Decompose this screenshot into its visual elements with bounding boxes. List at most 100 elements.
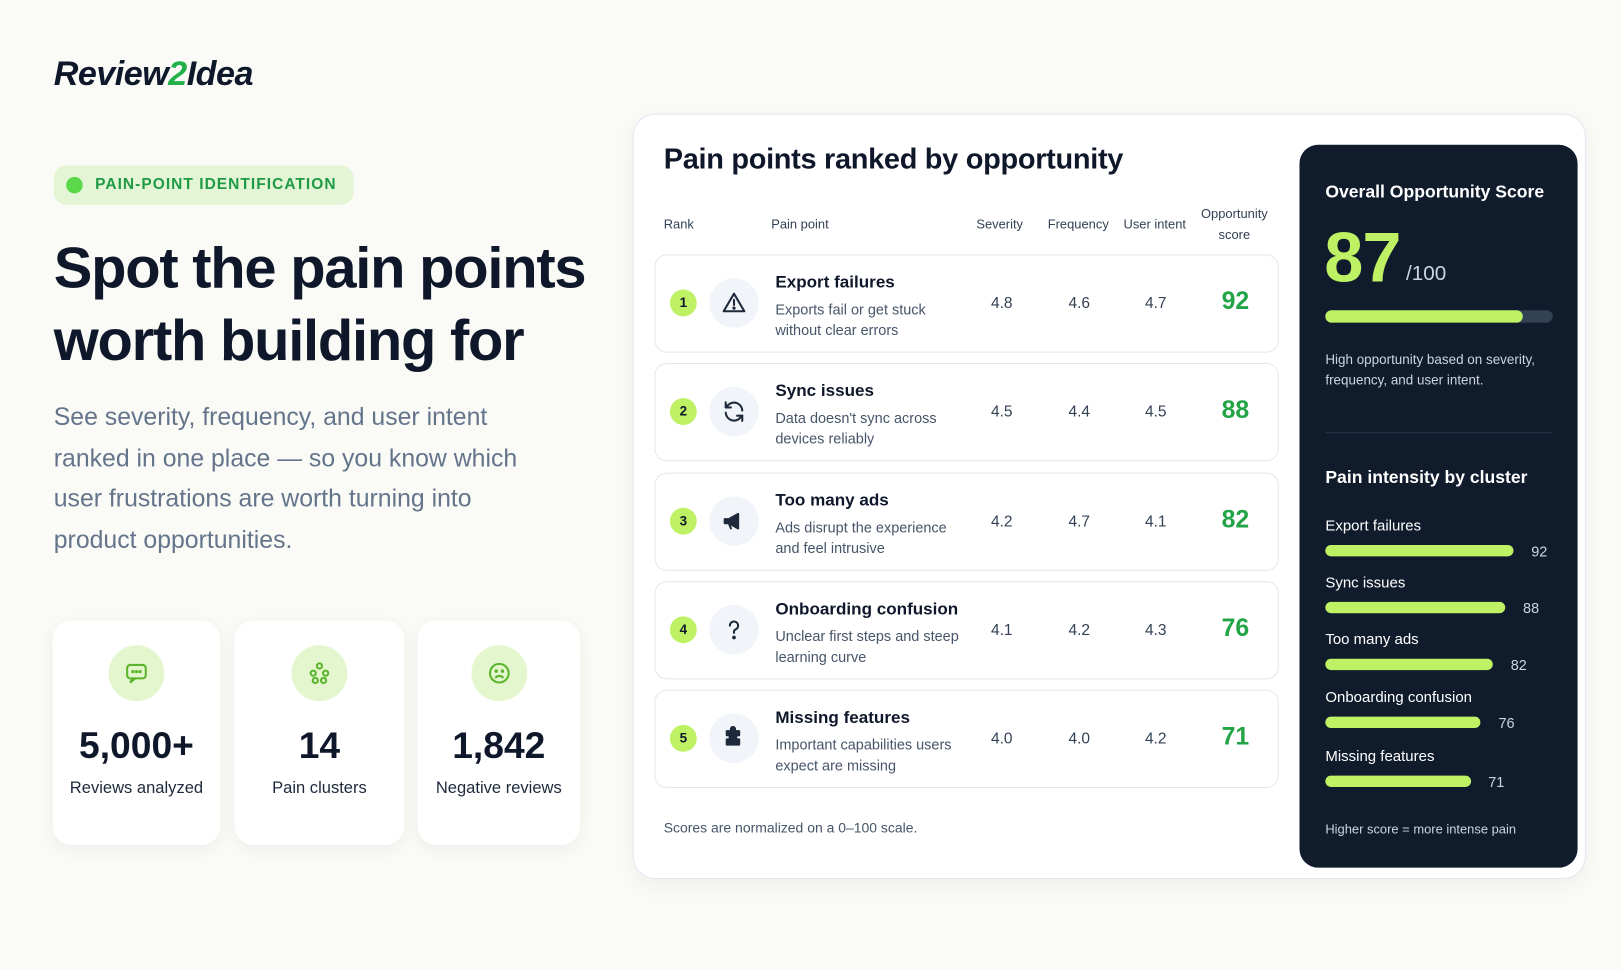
stat-icon bbox=[470, 645, 527, 702]
table-row[interactable]: 4 Onboarding confusion Unclear first steps… bbox=[654, 580, 1279, 680]
logo[interactable]: Review2Idea bbox=[53, 53, 254, 93]
severity: 4.2 bbox=[990, 512, 1013, 530]
score-bar bbox=[1325, 310, 1524, 323]
severity: 4.5 bbox=[990, 403, 1013, 422]
badge: PAIN-POINT IDENTIFICATION bbox=[53, 165, 354, 205]
stat-label: Reviews analyzed bbox=[69, 779, 204, 798]
panel-title: Pain points ranked by opportunity bbox=[663, 142, 1124, 175]
frequency: 4.2 bbox=[1068, 621, 1091, 639]
stat-card: 14 Pain clusters bbox=[234, 620, 405, 845]
cluster-bar bbox=[1325, 658, 1494, 671]
cluster-bar bbox=[1325, 716, 1481, 729]
stat-value: 14 bbox=[298, 723, 341, 767]
severity: 4.0 bbox=[990, 730, 1013, 748]
pain-title: Too many ads bbox=[775, 490, 889, 510]
pain-title: Missing features bbox=[775, 708, 910, 727]
opportunity-score: 82 bbox=[1221, 505, 1250, 534]
table-row[interactable]: 5 Missing features Important capabilities … bbox=[654, 689, 1279, 788]
score-description: High opportunity based on severity, freq… bbox=[1325, 351, 1536, 388]
row-icon bbox=[709, 278, 759, 328]
stat-icon bbox=[291, 645, 348, 702]
column-header: Rank bbox=[663, 217, 694, 232]
rank-badge: 4 bbox=[669, 616, 697, 643]
row-icon bbox=[709, 387, 759, 437]
overall-score: 87 bbox=[1324, 218, 1401, 297]
cluster-value: 92 bbox=[1531, 542, 1548, 560]
pain-description: Ads disrupt the experience and feel intr… bbox=[775, 518, 947, 556]
cluster-name: Sync issues bbox=[1325, 574, 1406, 592]
score-title: Overall Opportunity Score bbox=[1325, 182, 1545, 202]
cluster-name: Export failures bbox=[1325, 518, 1422, 535]
cluster-name: Missing features bbox=[1325, 748, 1435, 766]
severity: 4.1 bbox=[990, 621, 1013, 639]
pain-title: Sync issues bbox=[775, 381, 874, 401]
pain-title: Export failures bbox=[775, 273, 895, 292]
column-header: Frequency bbox=[1047, 217, 1109, 232]
score-max: /100 bbox=[1405, 262, 1447, 286]
cluster-bar bbox=[1325, 775, 1471, 787]
badge-dot bbox=[66, 176, 83, 194]
user-intent: 4.2 bbox=[1144, 730, 1167, 748]
rank-badge: 1 bbox=[669, 289, 697, 317]
table-row[interactable]: 1 Export failures Exports fail or get stuc… bbox=[654, 254, 1279, 353]
cluster-footnote: Higher score = more intense pain bbox=[1325, 822, 1517, 837]
row-icon bbox=[709, 495, 759, 546]
severity: 4.8 bbox=[990, 294, 1013, 313]
logo-text: Review bbox=[53, 53, 169, 93]
stat-label: Negative reviews bbox=[435, 779, 562, 798]
cluster-name: Onboarding confusion bbox=[1325, 689, 1473, 707]
cluster-bar bbox=[1325, 601, 1506, 614]
user-intent: 4.1 bbox=[1144, 512, 1167, 530]
stat-value: 1,842 bbox=[452, 723, 546, 767]
pain-description: Exports fail or get stuck without clear … bbox=[775, 300, 926, 339]
logo-accent: 2 bbox=[168, 53, 187, 93]
row-icon bbox=[709, 713, 759, 764]
cluster-name: Too many ads bbox=[1325, 631, 1419, 649]
footnote: Scores are normalized on a 0–100 scale. bbox=[663, 820, 918, 836]
hero-description: See severity, frequency, and user intent… bbox=[53, 403, 518, 554]
column-header: User intent bbox=[1123, 217, 1186, 232]
stat-icon bbox=[108, 645, 165, 702]
table-row[interactable]: 2 Sync issues Data doesn't sync across dev… bbox=[654, 363, 1279, 462]
rank-badge: 5 bbox=[669, 724, 697, 752]
cluster-value: 82 bbox=[1510, 656, 1527, 674]
column-header: Pain point bbox=[771, 217, 829, 232]
opportunity-score: 76 bbox=[1221, 613, 1250, 642]
hero-title: Spot the pain points worth building for bbox=[53, 234, 587, 373]
user-intent: 4.5 bbox=[1144, 403, 1167, 422]
cluster-value: 88 bbox=[1523, 599, 1540, 617]
table-row[interactable]: 3 Too many ads Ads disrupt the experience … bbox=[654, 472, 1279, 571]
frequency: 4.7 bbox=[1068, 512, 1091, 530]
stat-label: Pain clusters bbox=[272, 779, 367, 798]
stat-card: 1,842 Negative reviews bbox=[417, 620, 580, 845]
rank-badge: 2 bbox=[669, 398, 697, 426]
cluster-title: Pain intensity by cluster bbox=[1325, 467, 1528, 488]
score-track bbox=[1325, 310, 1553, 323]
rank-badge: 3 bbox=[669, 507, 697, 535]
cluster-value: 71 bbox=[1488, 773, 1505, 791]
opportunity-score: 88 bbox=[1221, 396, 1250, 425]
pain-description: Data doesn't sync across devices reliabl… bbox=[775, 409, 937, 447]
row-icon bbox=[709, 604, 759, 655]
stat-card: 5,000+ Reviews analyzed bbox=[52, 620, 221, 845]
score-card bbox=[1299, 144, 1578, 868]
pain-title: Onboarding confusion bbox=[775, 599, 959, 619]
column-header: Opportunity score bbox=[1200, 206, 1268, 242]
divider bbox=[1325, 432, 1553, 434]
pain-description: Important capabilities users expect are … bbox=[775, 736, 952, 774]
badge-text: PAIN-POINT IDENTIFICATION bbox=[95, 175, 337, 194]
cluster-value: 76 bbox=[1498, 714, 1515, 732]
frequency: 4.0 bbox=[1068, 730, 1091, 748]
opportunity-score: 71 bbox=[1221, 722, 1250, 751]
logo-text: Idea bbox=[186, 53, 254, 93]
column-header: Severity bbox=[976, 217, 1024, 232]
pain-description: Unclear first steps and steep learning c… bbox=[775, 627, 959, 665]
user-intent: 4.3 bbox=[1144, 621, 1167, 639]
stat-value: 5,000+ bbox=[79, 723, 194, 767]
frequency: 4.4 bbox=[1068, 403, 1091, 422]
user-intent: 4.7 bbox=[1144, 294, 1167, 313]
cluster-bar bbox=[1325, 544, 1514, 557]
